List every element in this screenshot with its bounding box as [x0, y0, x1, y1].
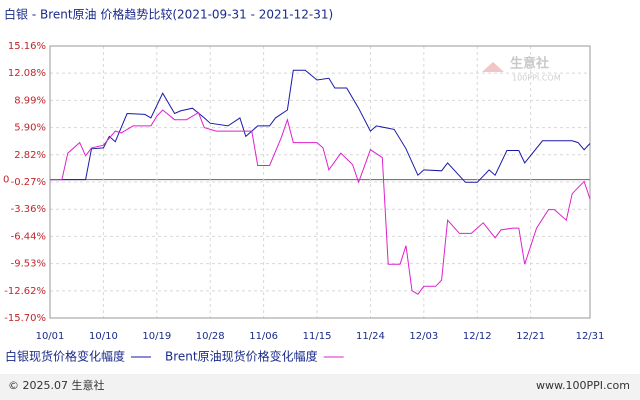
y-tick-label: -6.44% [11, 231, 46, 242]
x-tick-label: 12/12 [463, 331, 492, 342]
series-line [50, 109, 591, 295]
series-line [50, 69, 591, 183]
x-tick-label: 10/28 [196, 331, 225, 342]
y-tick-label: -15.70% [4, 313, 46, 324]
x-tick-label: 11/06 [249, 331, 278, 342]
x-tick-label: 12/31 [576, 331, 605, 342]
watermark: 生意社 [510, 56, 549, 72]
watermark-icon [482, 62, 504, 72]
y-tick-label: -3.36% [11, 204, 46, 215]
y-tick-label: -12.62% [4, 286, 46, 297]
y-tick-label: 2.82% [14, 150, 46, 161]
x-tick-label: 12/03 [409, 331, 438, 342]
footer-right: www.100PPI.com [536, 379, 630, 392]
x-tick-label: 12/21 [516, 331, 545, 342]
y-tick-label: 8.99% [14, 95, 46, 106]
x-tick-label: 11/24 [356, 331, 385, 342]
footer-bg [0, 374, 640, 400]
y-tick-label: -9.53% [11, 259, 46, 270]
y-tick-label: -0.27% [11, 177, 46, 188]
y-tick-label: 15.16% [8, 41, 46, 52]
plot-frame [49, 45, 591, 319]
legend-label: Brent原油现货价格变化幅度 [165, 349, 318, 364]
y-tick-label: 12.08% [8, 68, 46, 79]
footer-left: © 2025.07 生意社 [8, 378, 104, 392]
chart-title: 白银 - Brent原油 价格趋势比较(2021-09-31 - 2021-12… [4, 7, 333, 22]
x-tick-label: 10/01 [36, 331, 65, 342]
y-tick-label: 0 [3, 175, 9, 186]
x-tick-label: 11/15 [303, 331, 332, 342]
x-tick-label: 10/19 [142, 331, 171, 342]
watermark-url: 100PPI.COM [512, 74, 561, 83]
legend-label: 白银现货价格变化幅度 [5, 349, 125, 364]
y-tick-label: 5.90% [14, 123, 46, 134]
x-tick-label: 10/10 [89, 331, 118, 342]
